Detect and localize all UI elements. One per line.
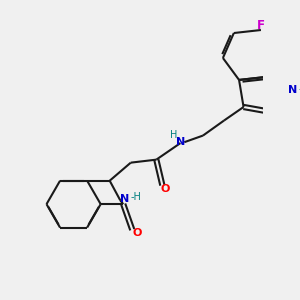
Text: -H: -H [130, 192, 141, 202]
Text: -H: -H [298, 84, 300, 94]
Text: F: F [257, 19, 265, 32]
Text: N: N [176, 136, 185, 147]
Text: N: N [288, 85, 297, 95]
Text: O: O [161, 184, 170, 194]
Text: N: N [120, 194, 129, 204]
Text: O: O [132, 228, 142, 238]
Text: H: H [170, 130, 178, 140]
